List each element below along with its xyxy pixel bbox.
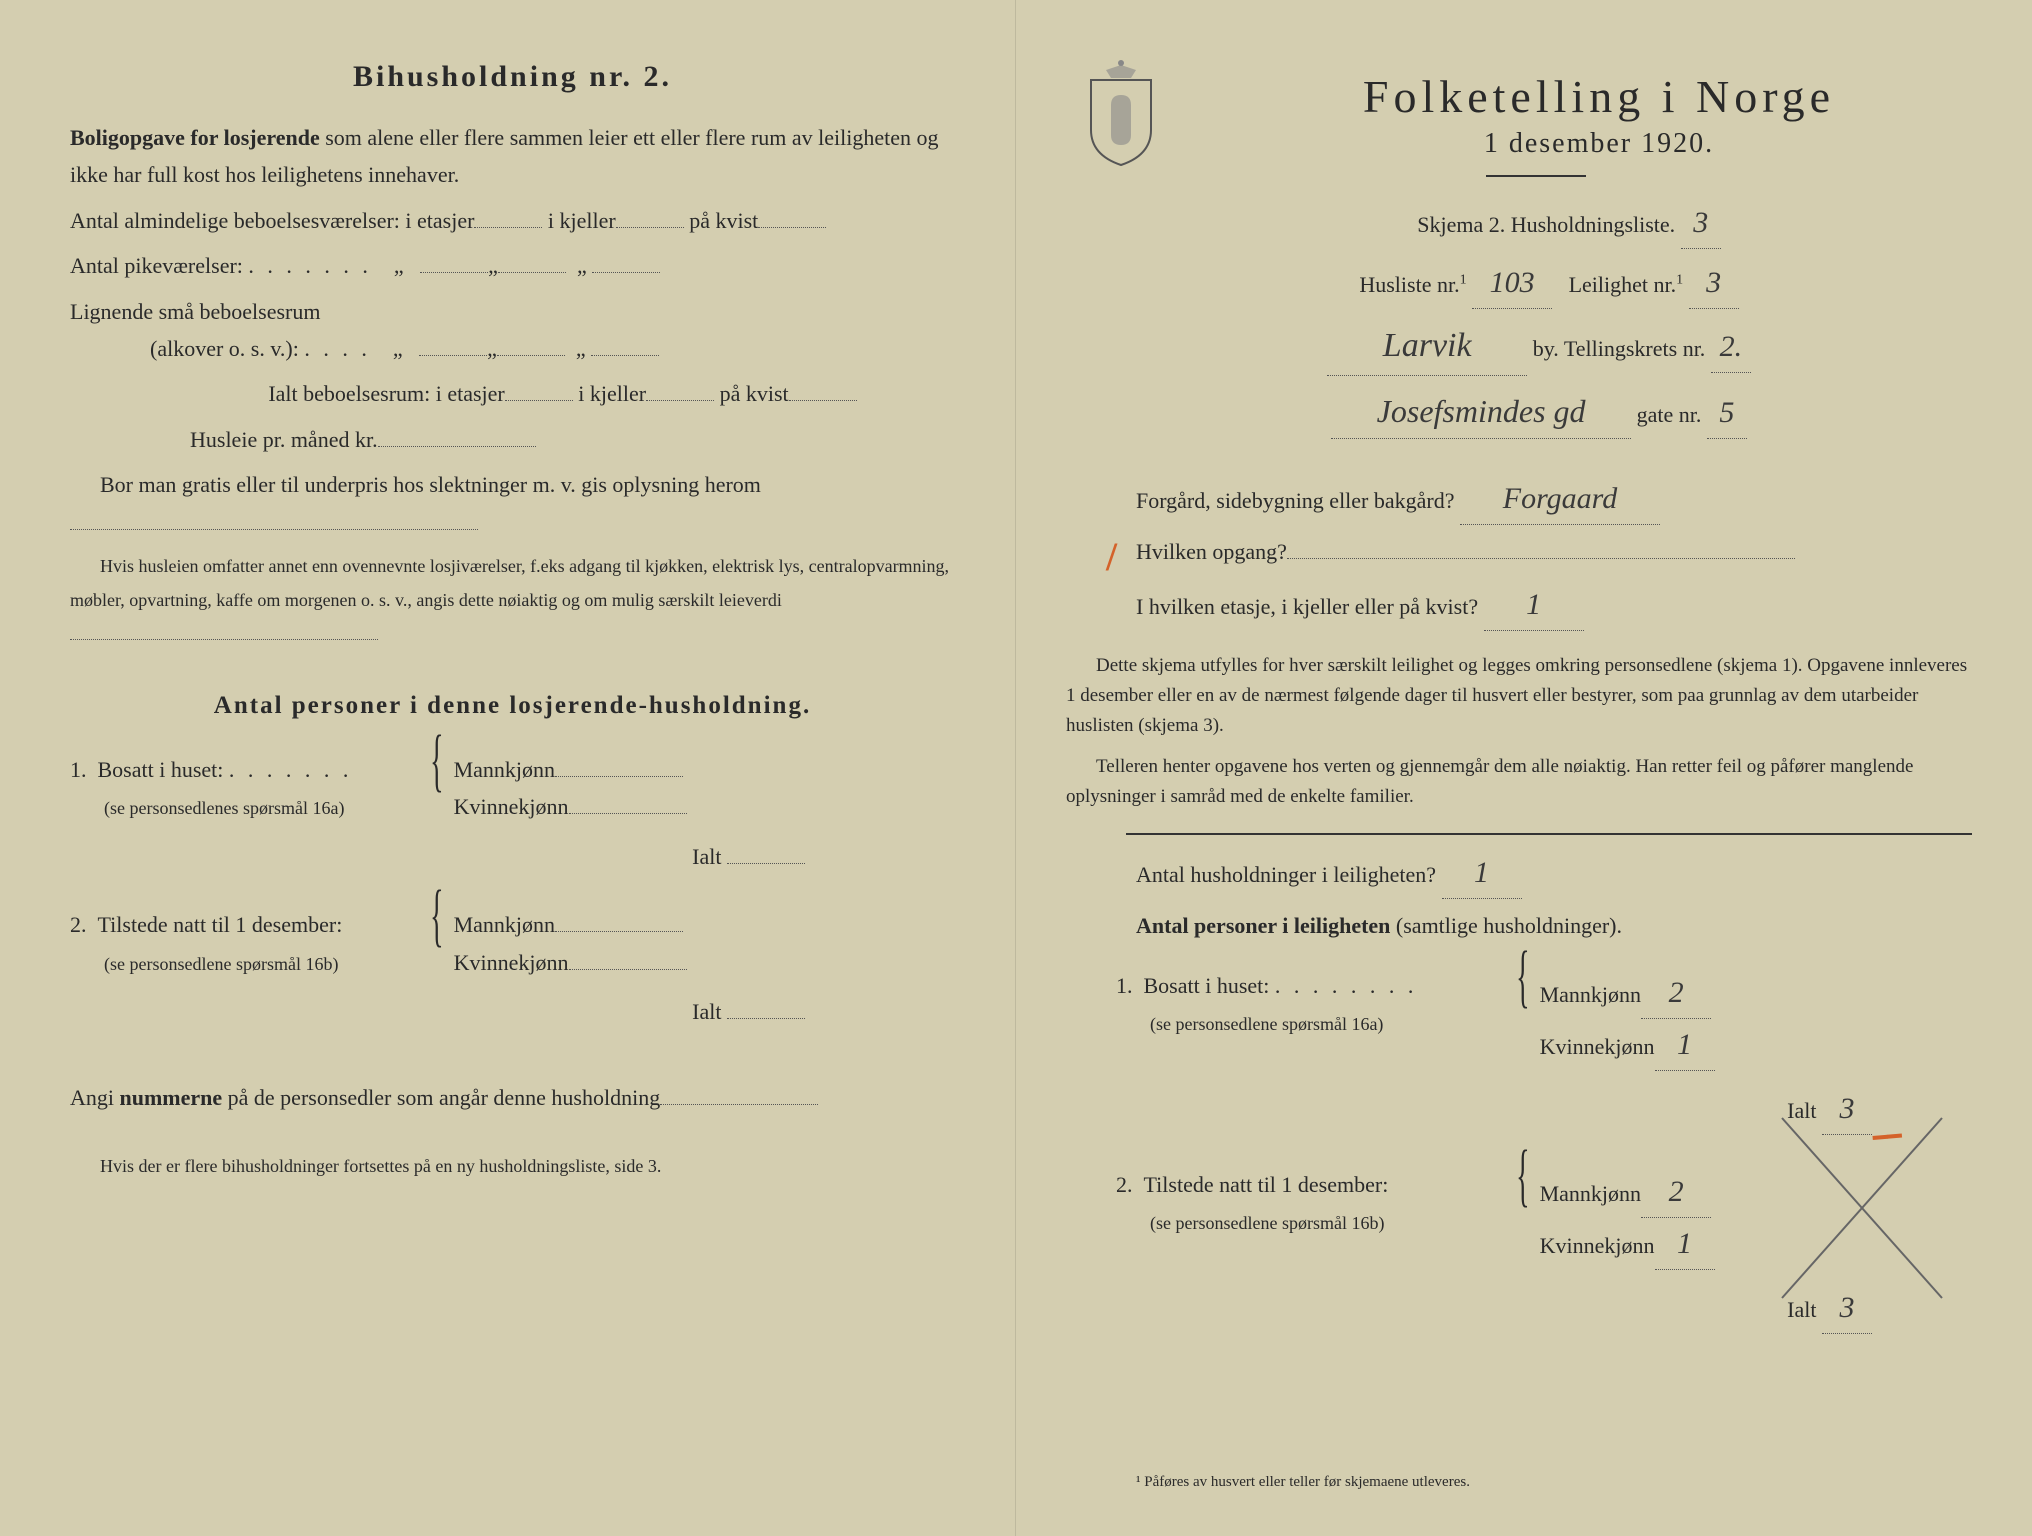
line-pike: Antal pikeværelser: . . . . . . . „ „ „ [70, 247, 955, 284]
census-date: 1 desember 1920. [1226, 128, 1972, 160]
antal-pers-line: Antal personer i leiligheten (samtlige h… [1136, 907, 1972, 944]
census-title: Folketelling i Norge [1226, 70, 1972, 123]
brace-icon: { [1516, 959, 1529, 994]
by-name: Larvik [1327, 317, 1527, 376]
etasje-line: I hvilken etasje, i kjeller eller på kvi… [1136, 579, 1972, 631]
line-ialt-rooms: Ialt beboelsesrum: i etasjer i kjeller p… [170, 375, 955, 412]
section2-title: Antal personer i denne losjerende-hushol… [70, 685, 955, 728]
gate-nr: 5 [1707, 387, 1747, 439]
field-etasjer-1 [474, 227, 542, 228]
forgard-value: Forgaard [1460, 473, 1660, 525]
field-l-kvinne2 [569, 969, 687, 970]
bottom-note-left: Hvis der er flere bihusholdninger fortse… [70, 1151, 955, 1182]
field-ialt-3 [789, 400, 857, 401]
field-husleie [378, 446, 536, 447]
angi-line: Angi nummerne på de personsedler som ang… [70, 1079, 955, 1116]
skjema-line: Skjema 2. Husholdningsliste. 3 [1166, 197, 1972, 249]
gate-name: Josefsmindes gd [1331, 384, 1631, 439]
antal-hush-line: Antal husholdninger i leiligheten? 1 [1136, 847, 1972, 899]
title-divider [1486, 175, 1586, 177]
field-hvis [70, 639, 378, 640]
field-l-ialt1 [727, 863, 805, 864]
line-bor: Bor man gratis eller til underpris hos s… [70, 466, 955, 541]
field-l-ialt2 [727, 1018, 805, 1019]
field-l-mann2 [555, 931, 683, 932]
husliste-line: Husliste nr.1 103 Leilighet nr.1 3 [1126, 257, 1972, 309]
instructions-2: Telleren henter opgavene hos verten og g… [1066, 752, 1972, 813]
line-lignende: Lignende små beboelsesrum (alkover o. s.… [70, 293, 955, 368]
antal-hush-value: 1 [1442, 847, 1522, 899]
right-page: Folketelling i Norge 1 desember 1920. Sk… [1016, 0, 2032, 1536]
husholdningsliste-nr: 3 [1681, 197, 1721, 249]
field-ialt-2 [646, 400, 714, 401]
field-pike-3 [592, 272, 660, 273]
coat-of-arms-icon [1076, 60, 1166, 170]
left-item-1: 1. Bosatt i huset: . . . . . . . (se per… [70, 743, 955, 883]
field-hvilken [1287, 558, 1795, 559]
forgard-line: Forgård, sidebygning eller bakgård? Forg… [1136, 473, 1972, 525]
red-slash-mark: / [1106, 523, 1117, 591]
line-husleie: Husleie pr. måned kr. [190, 421, 955, 458]
left-item-2: 2. Tilstede natt til 1 desember: (se per… [70, 898, 955, 1038]
gate-line: Josefsmindes gd gate nr. 5 [1106, 384, 1972, 439]
brace-icon: { [1516, 1158, 1529, 1193]
line-almindelige: Antal almindelige beboelsesværelser: i e… [70, 202, 955, 239]
field-angi [660, 1104, 818, 1105]
by-line: Larvik by. Tellingskrets nr. 2. [1106, 317, 1972, 376]
husliste-nr: 103 [1472, 257, 1552, 309]
right-item-2: 2. Tilstede natt til 1 desember: (se per… [1116, 1158, 1972, 1342]
mann2-value: 2 [1641, 1166, 1711, 1218]
footnote: ¹ Påføres av husvert eller teller før sk… [1136, 1474, 1470, 1491]
field-l-mann1 [555, 776, 683, 777]
intro-paragraph: Boligopgave for losjerende som alene ell… [70, 119, 955, 194]
census-document: Bihusholdning nr. 2. Boligopgave for los… [0, 0, 2032, 1536]
left-title: Bihusholdning nr. 2. [70, 60, 955, 94]
kvinne2-value: 1 [1655, 1218, 1715, 1270]
field-pike-1 [420, 272, 488, 273]
hvilken-line: / Hvilken opgang? [1136, 533, 1972, 570]
field-alk-3 [591, 355, 659, 356]
brace-icon: { [430, 898, 443, 933]
field-ialt-1 [505, 400, 573, 401]
left-page: Bihusholdning nr. 2. Boligopgave for los… [0, 0, 1016, 1536]
etasje-value: 1 [1484, 579, 1584, 631]
tellingskrets-nr: 2. [1711, 321, 1751, 373]
field-pike-2 [498, 272, 566, 273]
field-alk-1 [419, 355, 487, 356]
mann1-value: 2 [1641, 967, 1711, 1019]
field-l-kvinne1 [569, 813, 687, 814]
field-kvist-1 [758, 227, 826, 228]
pencil-cross-mark [1772, 1098, 1952, 1318]
kvinne1-value: 1 [1655, 1019, 1715, 1071]
field-bor [70, 529, 478, 530]
line-hvis: Hvis husleien omfatter annet enn ovennev… [70, 549, 955, 652]
section-divider [1126, 833, 1972, 835]
brace-icon: { [430, 743, 443, 778]
field-alk-2 [497, 355, 565, 356]
instructions-1: Dette skjema utfylles for hver særskilt … [1066, 651, 1972, 742]
leilighet-nr: 3 [1689, 257, 1739, 309]
field-kjeller-1 [616, 227, 684, 228]
intro-bold: Boligopgave for losjerende [70, 125, 320, 150]
